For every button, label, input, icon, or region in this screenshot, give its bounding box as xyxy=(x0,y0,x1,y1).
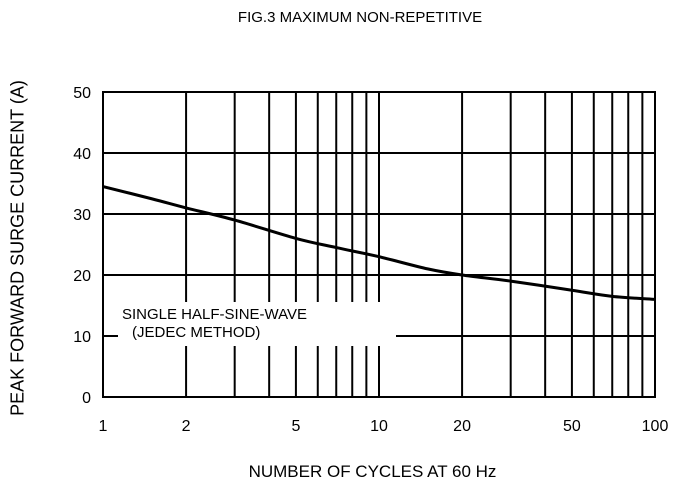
x-tick-label: 1 xyxy=(99,418,108,435)
chart-title: FIG.3 MAXIMUM NON-REPETITIVE xyxy=(237,9,483,26)
x-tick-label: 2 xyxy=(182,418,191,435)
y-tick-label: 30 xyxy=(73,207,91,224)
x-tick-labels: 1 2 5 10 20 50 100 xyxy=(99,418,669,435)
x-tick-label: 10 xyxy=(370,418,388,435)
y-tick-label: 50 xyxy=(73,85,91,102)
y-tick-labels: 0 10 20 30 40 50 xyxy=(73,85,91,407)
annotation-line-1: SINGLE HALF-SINE-WAVE xyxy=(122,306,308,323)
y-tick-label: 0 xyxy=(82,390,91,407)
x-tick-label: 5 xyxy=(291,418,300,435)
surge-current-curve xyxy=(102,185,656,301)
y-tick-label: 10 xyxy=(73,329,91,346)
y-tick-label: 20 xyxy=(73,268,91,285)
y-tick-label: 40 xyxy=(73,146,91,163)
grid-lines xyxy=(103,92,655,397)
x-axis-label: NUMBER OF CYCLES AT 60 Hz xyxy=(248,462,497,481)
method-annotation: SINGLE HALF-SINE-WAVE (JEDEC METHOD) xyxy=(118,302,396,346)
x-tick-label: 50 xyxy=(563,418,581,435)
x-tick-label: 100 xyxy=(642,418,669,435)
annotation-line-2: (JEDEC METHOD) xyxy=(132,324,261,341)
y-axis-label: PEAK FORWARD SURGE CURRENT (A) xyxy=(7,80,28,416)
x-tick-label: 20 xyxy=(453,418,471,435)
plot-frame xyxy=(102,91,656,398)
